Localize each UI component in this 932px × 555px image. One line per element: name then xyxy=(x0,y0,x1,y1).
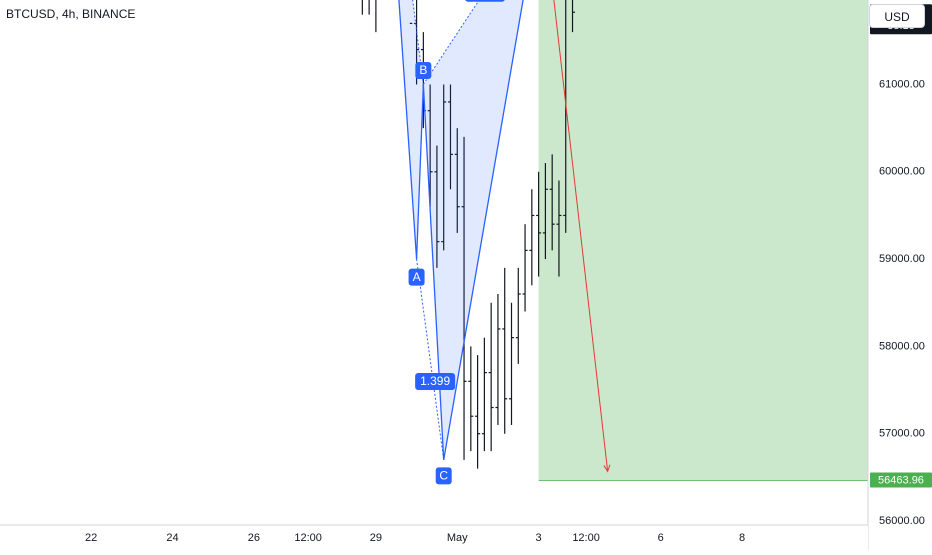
time-tick-label: 29 xyxy=(370,532,382,544)
price-tick-label: 56000.00 xyxy=(879,515,925,527)
price-bar xyxy=(542,163,548,260)
time-axis-bg[interactable] xyxy=(0,525,868,550)
time-tick-label: 22 xyxy=(85,532,97,544)
pattern-triangle-bcd xyxy=(423,0,524,460)
pattern-leg-xa xyxy=(398,0,418,260)
target-price-tag: 56463.96 xyxy=(870,472,932,488)
price-tick-label: 57000.00 xyxy=(879,428,925,440)
price-bar xyxy=(502,267,508,434)
price-bar xyxy=(536,171,542,277)
price-bar xyxy=(427,84,433,207)
time-tick-label: May xyxy=(447,532,468,544)
time-tick-label: 26 xyxy=(248,532,260,544)
price-bar xyxy=(454,128,460,233)
price-tick-label: 62000.00 xyxy=(879,0,925,3)
target-price-tag-text: 56463.96 xyxy=(878,474,924,486)
time-tick-label: 3 xyxy=(536,532,542,544)
forecast-arrow-head xyxy=(603,464,611,473)
pattern-triangle-xab xyxy=(398,0,424,260)
price-bar xyxy=(361,0,363,15)
price-bar xyxy=(441,84,447,251)
ratio-label-ac-text: 1.399 xyxy=(420,374,450,388)
price-bar xyxy=(488,302,494,452)
price-bar xyxy=(495,294,501,425)
price-bar xyxy=(375,0,377,33)
take-profit-zone[interactable] xyxy=(538,0,868,481)
forecast-arrow-layer xyxy=(544,0,611,473)
price-tick-label: 59000.00 xyxy=(879,253,925,265)
pattern-point-b-bg xyxy=(415,62,432,79)
harmonic-pattern-layer: XABCD0.7880.3631.4471.399 xyxy=(398,0,524,485)
price-bar xyxy=(368,0,370,15)
pattern-point-a-text: A xyxy=(413,270,421,284)
time-tick-label: 24 xyxy=(166,532,178,544)
pattern-point-a-bg xyxy=(408,268,425,286)
price-bar xyxy=(468,346,474,452)
trade-zones-layer xyxy=(538,0,868,481)
price-bar xyxy=(461,136,467,460)
pattern-leg-bc xyxy=(422,84,445,460)
pattern-leg-cd xyxy=(443,0,524,461)
pattern-point-b[interactable]: B xyxy=(415,62,432,79)
price-bar xyxy=(409,22,413,24)
price-bar xyxy=(549,154,555,251)
price-bar xyxy=(481,337,487,452)
price-bar xyxy=(529,189,535,286)
price-bar xyxy=(522,224,528,312)
price-bar xyxy=(447,84,453,190)
pattern-leg-ab xyxy=(415,84,425,260)
time-tick-label: 12:00 xyxy=(572,532,600,544)
ratio-label-bd-bg xyxy=(465,0,505,2)
forecast-arrow-line[interactable] xyxy=(544,0,609,472)
symbol-label: BTCUSD, 4h, BINANCE xyxy=(6,7,136,21)
price-bar xyxy=(515,267,521,364)
price-axis-bg[interactable] xyxy=(868,0,932,550)
price-tick-label: 58000.00 xyxy=(879,340,925,352)
pattern-point-c-bg xyxy=(435,467,452,485)
pattern-point-a[interactable]: A xyxy=(408,268,425,286)
pattern-point-c-text: C xyxy=(439,469,448,483)
price-bars-layer xyxy=(361,0,576,469)
pattern-point-b-text: B xyxy=(419,63,427,77)
ratio-label-ac[interactable]: 1.399 xyxy=(415,372,456,390)
price-tick-label: 60000.00 xyxy=(879,166,925,178)
ratio-label-bd[interactable]: 1.447 xyxy=(465,0,505,2)
price-bar xyxy=(556,180,562,277)
price-bar xyxy=(475,355,481,469)
price-bar xyxy=(434,145,440,268)
pattern-diag-ac xyxy=(416,259,445,460)
price-bar xyxy=(571,0,576,33)
time-tick-label: 6 xyxy=(658,532,664,544)
target-price-tag-bg xyxy=(870,472,932,488)
pattern-point-c[interactable]: C xyxy=(435,467,452,485)
ratio-label-ac-bg xyxy=(415,372,456,390)
currency-button[interactable]: USD xyxy=(869,4,925,28)
price-tick-label: 61000.00 xyxy=(879,78,925,90)
time-tick-label: 12:00 xyxy=(294,532,322,544)
time-tick-label: 8 xyxy=(739,532,745,544)
price-bar xyxy=(509,302,514,425)
